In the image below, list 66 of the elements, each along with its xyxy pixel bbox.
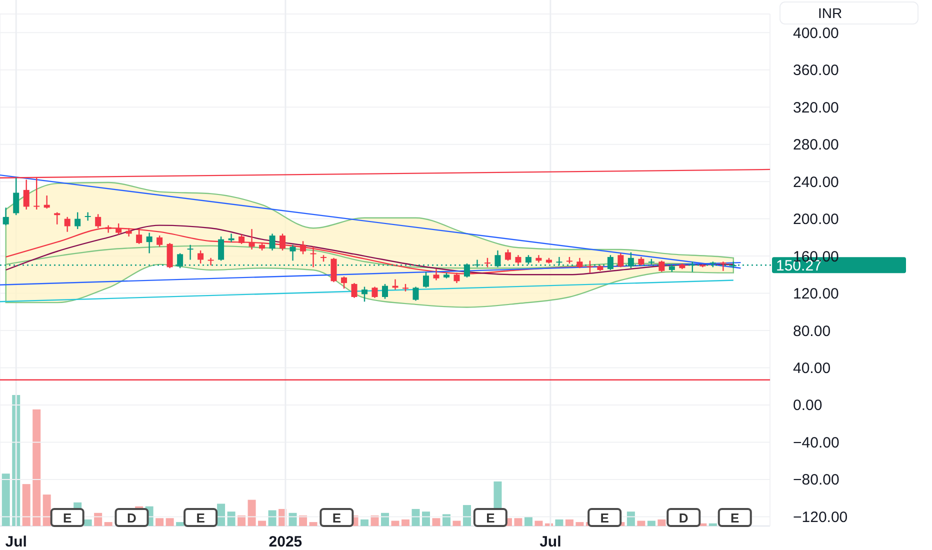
bar — [626, 512, 635, 526]
annotation: E — [600, 510, 610, 526]
bar — [381, 512, 389, 526]
annotation: D — [127, 510, 136, 526]
bar — [309, 522, 318, 526]
bar — [94, 512, 102, 526]
bar — [524, 516, 532, 526]
y-tick-label: 200.00 — [793, 211, 839, 228]
bar — [42, 494, 51, 526]
bar — [268, 510, 276, 526]
y-tick-label: −120.00 — [793, 508, 848, 526]
bar — [422, 512, 430, 526]
y-tick-label: 80.00 — [793, 322, 831, 340]
x-tick-label: Jul — [540, 533, 562, 550]
y-tick-label: 360.00 — [793, 62, 839, 80]
bar — [2, 474, 10, 526]
x-tick-label: Jul — [5, 533, 27, 550]
y-tick-label: 400.00 — [793, 24, 839, 42]
bar — [166, 518, 174, 526]
bar — [565, 519, 574, 526]
bar — [104, 522, 112, 526]
bar — [432, 518, 440, 526]
y-tick-label: 280.00 — [793, 136, 839, 154]
y-tick-label: −40.00 — [793, 434, 840, 452]
bar — [299, 516, 308, 526]
bar — [217, 504, 226, 526]
annotation: E — [196, 510, 206, 526]
bar — [22, 484, 30, 526]
y-tick-label: 0.00 — [793, 397, 822, 414]
annotation: E — [332, 510, 342, 526]
bar — [534, 520, 543, 526]
bar — [401, 519, 410, 526]
bar — [156, 518, 164, 526]
bar — [84, 519, 92, 526]
bar — [708, 523, 717, 526]
annotation: D — [678, 510, 688, 526]
y-tick-label: 240.00 — [793, 174, 839, 191]
annotation: E — [486, 510, 496, 526]
x-tick-label: 2025 — [268, 533, 302, 550]
bar — [238, 516, 246, 526]
bar — [391, 520, 400, 526]
y-tick-label: 320.00 — [793, 99, 839, 116]
bar — [248, 500, 256, 526]
bar — [442, 514, 450, 526]
bar — [227, 512, 236, 526]
bar — [176, 522, 184, 526]
y-tick-label: 40.00 — [793, 360, 831, 377]
bar — [576, 522, 584, 526]
bar — [32, 409, 41, 526]
y-tick-label: 120.00 — [793, 286, 839, 303]
bar — [258, 520, 266, 526]
bar — [360, 519, 369, 526]
bar — [412, 508, 420, 526]
y-tick-label: −80.00 — [793, 472, 840, 489]
annotation: E — [730, 510, 740, 526]
bar — [370, 516, 379, 526]
bar — [658, 519, 666, 526]
bar — [288, 512, 297, 526]
y-axis-title: INR — [818, 4, 842, 21]
bar — [637, 520, 646, 526]
bar — [462, 505, 471, 526]
bar — [647, 520, 656, 526]
bar — [555, 519, 564, 526]
bar — [514, 518, 522, 526]
bar — [452, 520, 461, 526]
annotation: E — [63, 510, 72, 526]
